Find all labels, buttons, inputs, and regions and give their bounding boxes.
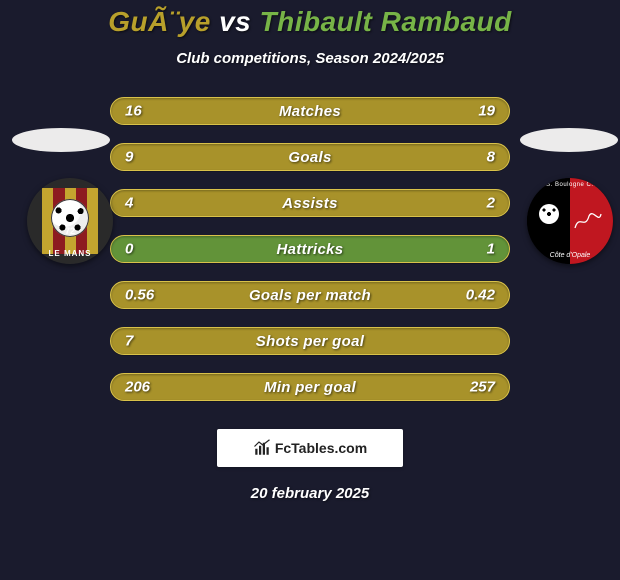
stat-row: 16 Matches 19 [110, 97, 510, 125]
badge-shadow-left [12, 128, 110, 152]
subtitle: Club competitions, Season 2024/2025 [0, 50, 620, 67]
chart-icon [253, 439, 271, 457]
stat-value-left: 4 [125, 195, 133, 212]
le-mans-badge-icon: 72 LE MANS [27, 178, 113, 264]
stat-row: 7 Shots per goal [110, 327, 510, 355]
badge-bottom-text: Côte d'Opale [533, 252, 607, 259]
stat-row: 4 Assists 2 [110, 189, 510, 217]
stat-label: Goals per match [249, 287, 371, 304]
badge-text: LE MANS [27, 249, 113, 258]
stat-value-left: 7 [125, 333, 133, 350]
stat-label: Goals [288, 149, 331, 166]
stat-value-left: 9 [125, 149, 133, 166]
title-player1: GuÃ¨ye [108, 6, 211, 37]
stat-row: 0 Hattricks 1 [110, 235, 510, 263]
stats-container: 16 Matches 19 9 Goals 8 4 Assists 2 0 Hattricks 1 0.… [110, 97, 510, 401]
stat-value-left: 206 [125, 379, 150, 396]
content-root: GuÃ¨ye vs Thibault Rambaud Club competit… [0, 0, 620, 580]
club-badge-left: 72 LE MANS [27, 178, 113, 264]
stat-label: Min per goal [264, 379, 356, 396]
stat-label: Assists [282, 195, 337, 212]
page-title: GuÃ¨ye vs Thibault Rambaud [0, 6, 620, 38]
title-vs: vs [211, 6, 260, 37]
stat-value-right: 19 [478, 103, 495, 120]
stat-label: Shots per goal [256, 333, 364, 350]
stat-label: Matches [279, 103, 341, 120]
title-player2: Thibault Rambaud [260, 6, 512, 37]
stat-value-left: 0.56 [125, 287, 154, 304]
date: 20 february 2025 [0, 485, 620, 502]
club-badge-right: U.S. Boulogne C.O. Côte d'Opale [527, 178, 613, 264]
stat-value-right: 0.42 [466, 287, 495, 304]
stat-row: 0.56 Goals per match 0.42 [110, 281, 510, 309]
soccer-ball-icon [539, 204, 559, 224]
stat-value-left: 0 [125, 241, 133, 258]
stat-value-right: 1 [487, 241, 495, 258]
stat-label: Hattricks [277, 241, 344, 258]
stat-row: 206 Min per goal 257 [110, 373, 510, 401]
watermark: FcTables.com [217, 429, 403, 467]
watermark-text: FcTables.com [275, 440, 367, 456]
stat-row: 9 Goals 8 [110, 143, 510, 171]
badge-shadow-right [520, 128, 618, 152]
stat-value-right: 2 [487, 195, 495, 212]
boulogne-badge-icon: U.S. Boulogne C.O. Côte d'Opale [527, 178, 613, 264]
badge-top-text: U.S. Boulogne C.O. [533, 182, 607, 188]
scribble-icon [573, 210, 603, 232]
stat-value-right: 257 [470, 379, 495, 396]
stat-value-right: 8 [487, 149, 495, 166]
stat-value-left: 16 [125, 103, 142, 120]
badge-number: 72 [65, 226, 75, 236]
